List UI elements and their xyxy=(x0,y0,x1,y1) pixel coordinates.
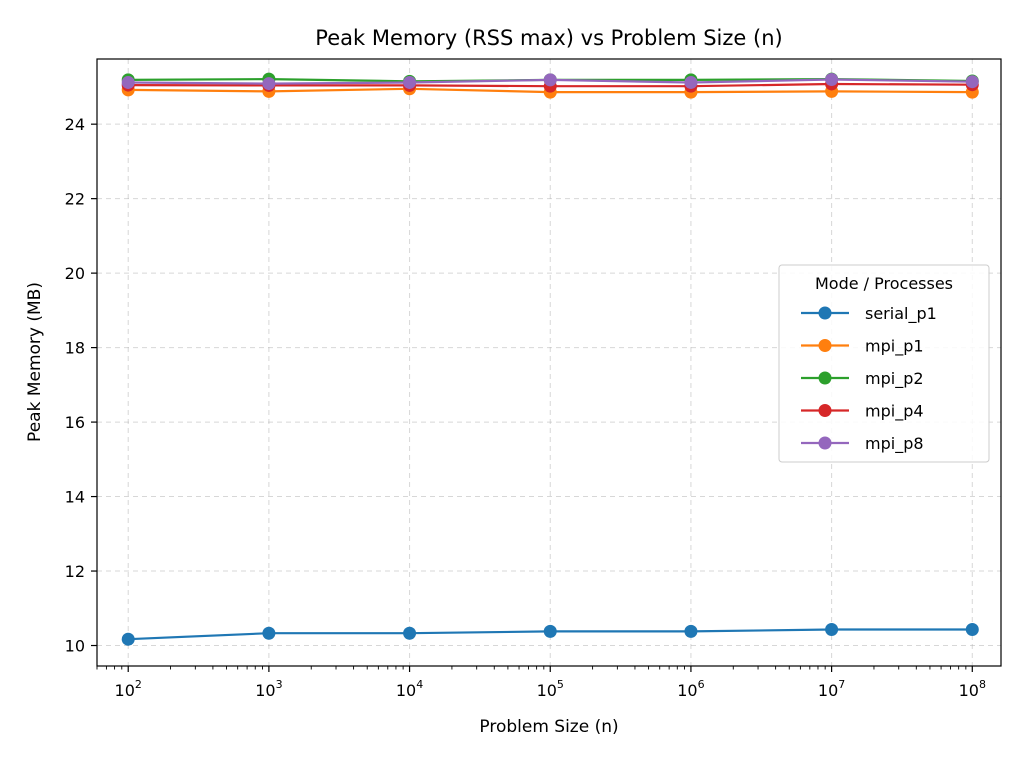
legend-label: mpi_p2 xyxy=(865,369,924,389)
legend-swatch-marker xyxy=(818,339,832,352)
legend-swatch-marker xyxy=(818,436,832,450)
legend-item-mpi_p8: mpi_p8 xyxy=(801,434,924,454)
x-axis-label: Problem Size (n) xyxy=(479,717,618,737)
y-axis-label: Peak Memory (MB) xyxy=(25,282,45,442)
data-point xyxy=(543,73,557,87)
y-tick-label: 10 xyxy=(65,637,85,656)
legend-title: Mode / Processes xyxy=(815,274,953,293)
series-layer xyxy=(121,72,979,646)
data-point xyxy=(543,624,557,638)
legend-swatch-marker xyxy=(818,404,832,417)
legend-label: mpi_p4 xyxy=(865,402,924,422)
data-point xyxy=(403,75,417,89)
legend-swatch-marker xyxy=(818,371,832,385)
y-tick-label: 14 xyxy=(65,488,85,507)
x-tick-label: 103 xyxy=(255,678,282,700)
legend-box xyxy=(778,264,990,463)
plot-frame xyxy=(96,58,1002,667)
data-point xyxy=(684,624,698,638)
x-tick-label: 106 xyxy=(677,678,704,700)
legend-item-mpi_p2: mpi_p2 xyxy=(801,369,924,389)
data-point xyxy=(965,75,979,89)
y-tick-label: 18 xyxy=(65,339,85,358)
data-point xyxy=(403,626,417,640)
data-point xyxy=(684,75,698,89)
x-tick-label: 107 xyxy=(818,678,845,700)
x-tick-label: 105 xyxy=(537,678,564,700)
legend-label: mpi_p1 xyxy=(865,337,924,357)
data-point xyxy=(965,623,979,637)
data-point xyxy=(262,77,276,91)
legend-label: serial_p1 xyxy=(865,304,937,324)
y-axis: 10 12 14 16 18 20 22 24 xyxy=(65,115,97,656)
legend-item-serial_p1: serial_p1 xyxy=(801,304,937,324)
y-tick-label: 24 xyxy=(65,115,85,134)
legend-item-mpi_p1: mpi_p1 xyxy=(801,337,924,357)
legend-swatch-marker xyxy=(818,306,832,320)
x-tick-label: 108 xyxy=(959,678,986,700)
x-tick-label: 102 xyxy=(115,678,142,700)
y-tick-label: 22 xyxy=(65,190,85,209)
y-tick-label: 12 xyxy=(65,562,85,581)
data-point xyxy=(825,623,839,637)
y-tick-label: 16 xyxy=(65,413,85,432)
series-serial_p1 xyxy=(121,623,979,646)
y-tick-label: 20 xyxy=(65,264,85,283)
series-mpi_p8 xyxy=(121,72,979,91)
legend: Mode / Processes serial_p1 mpi_p1 mpi_p2mp… xyxy=(778,264,990,463)
x-axis: 102 103 104 105 106 107 108 xyxy=(96,666,986,700)
grid xyxy=(97,59,1001,666)
x-tick-label: 104 xyxy=(396,678,423,700)
data-point xyxy=(825,72,839,86)
chart-title: Peak Memory (RSS max) vs Problem Size (n… xyxy=(315,26,782,50)
legend-label: mpi_p8 xyxy=(865,434,924,454)
legend-item-mpi_p4: mpi_p4 xyxy=(801,402,924,422)
legend-items: serial_p1 mpi_p1 mpi_p2 mpi_p4 mpi_p8 xyxy=(801,304,937,454)
data-point xyxy=(262,626,276,640)
data-point xyxy=(121,632,135,646)
data-point xyxy=(121,75,135,89)
